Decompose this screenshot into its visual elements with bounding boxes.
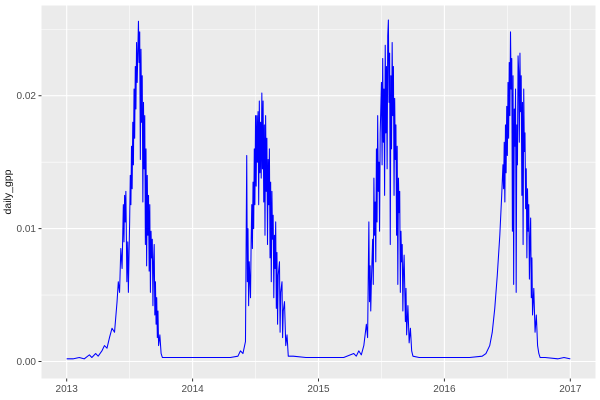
y-tick-label: 0.01 (17, 224, 37, 235)
gridlines-major (41, 5, 596, 379)
series-path-daily_gpp (66, 19, 571, 360)
x-axis: 2013 2014 2015 2016 2017 (56, 378, 582, 395)
x-tick-label: 2014 (181, 384, 204, 395)
series-line-daily-gpp (66, 19, 571, 360)
x-tick-label: 2013 (56, 384, 79, 395)
x-tick-label: 2016 (433, 384, 456, 395)
y-tick-label: 0.00 (17, 357, 37, 368)
x-tick-label: 2017 (559, 384, 582, 395)
y-tick-label: 0.02 (17, 91, 37, 102)
x-tick-label: 2015 (307, 384, 330, 395)
y-axis: 0.00 0.01 0.02 (17, 91, 42, 368)
y-axis-title: daily_gpp (2, 169, 14, 214)
